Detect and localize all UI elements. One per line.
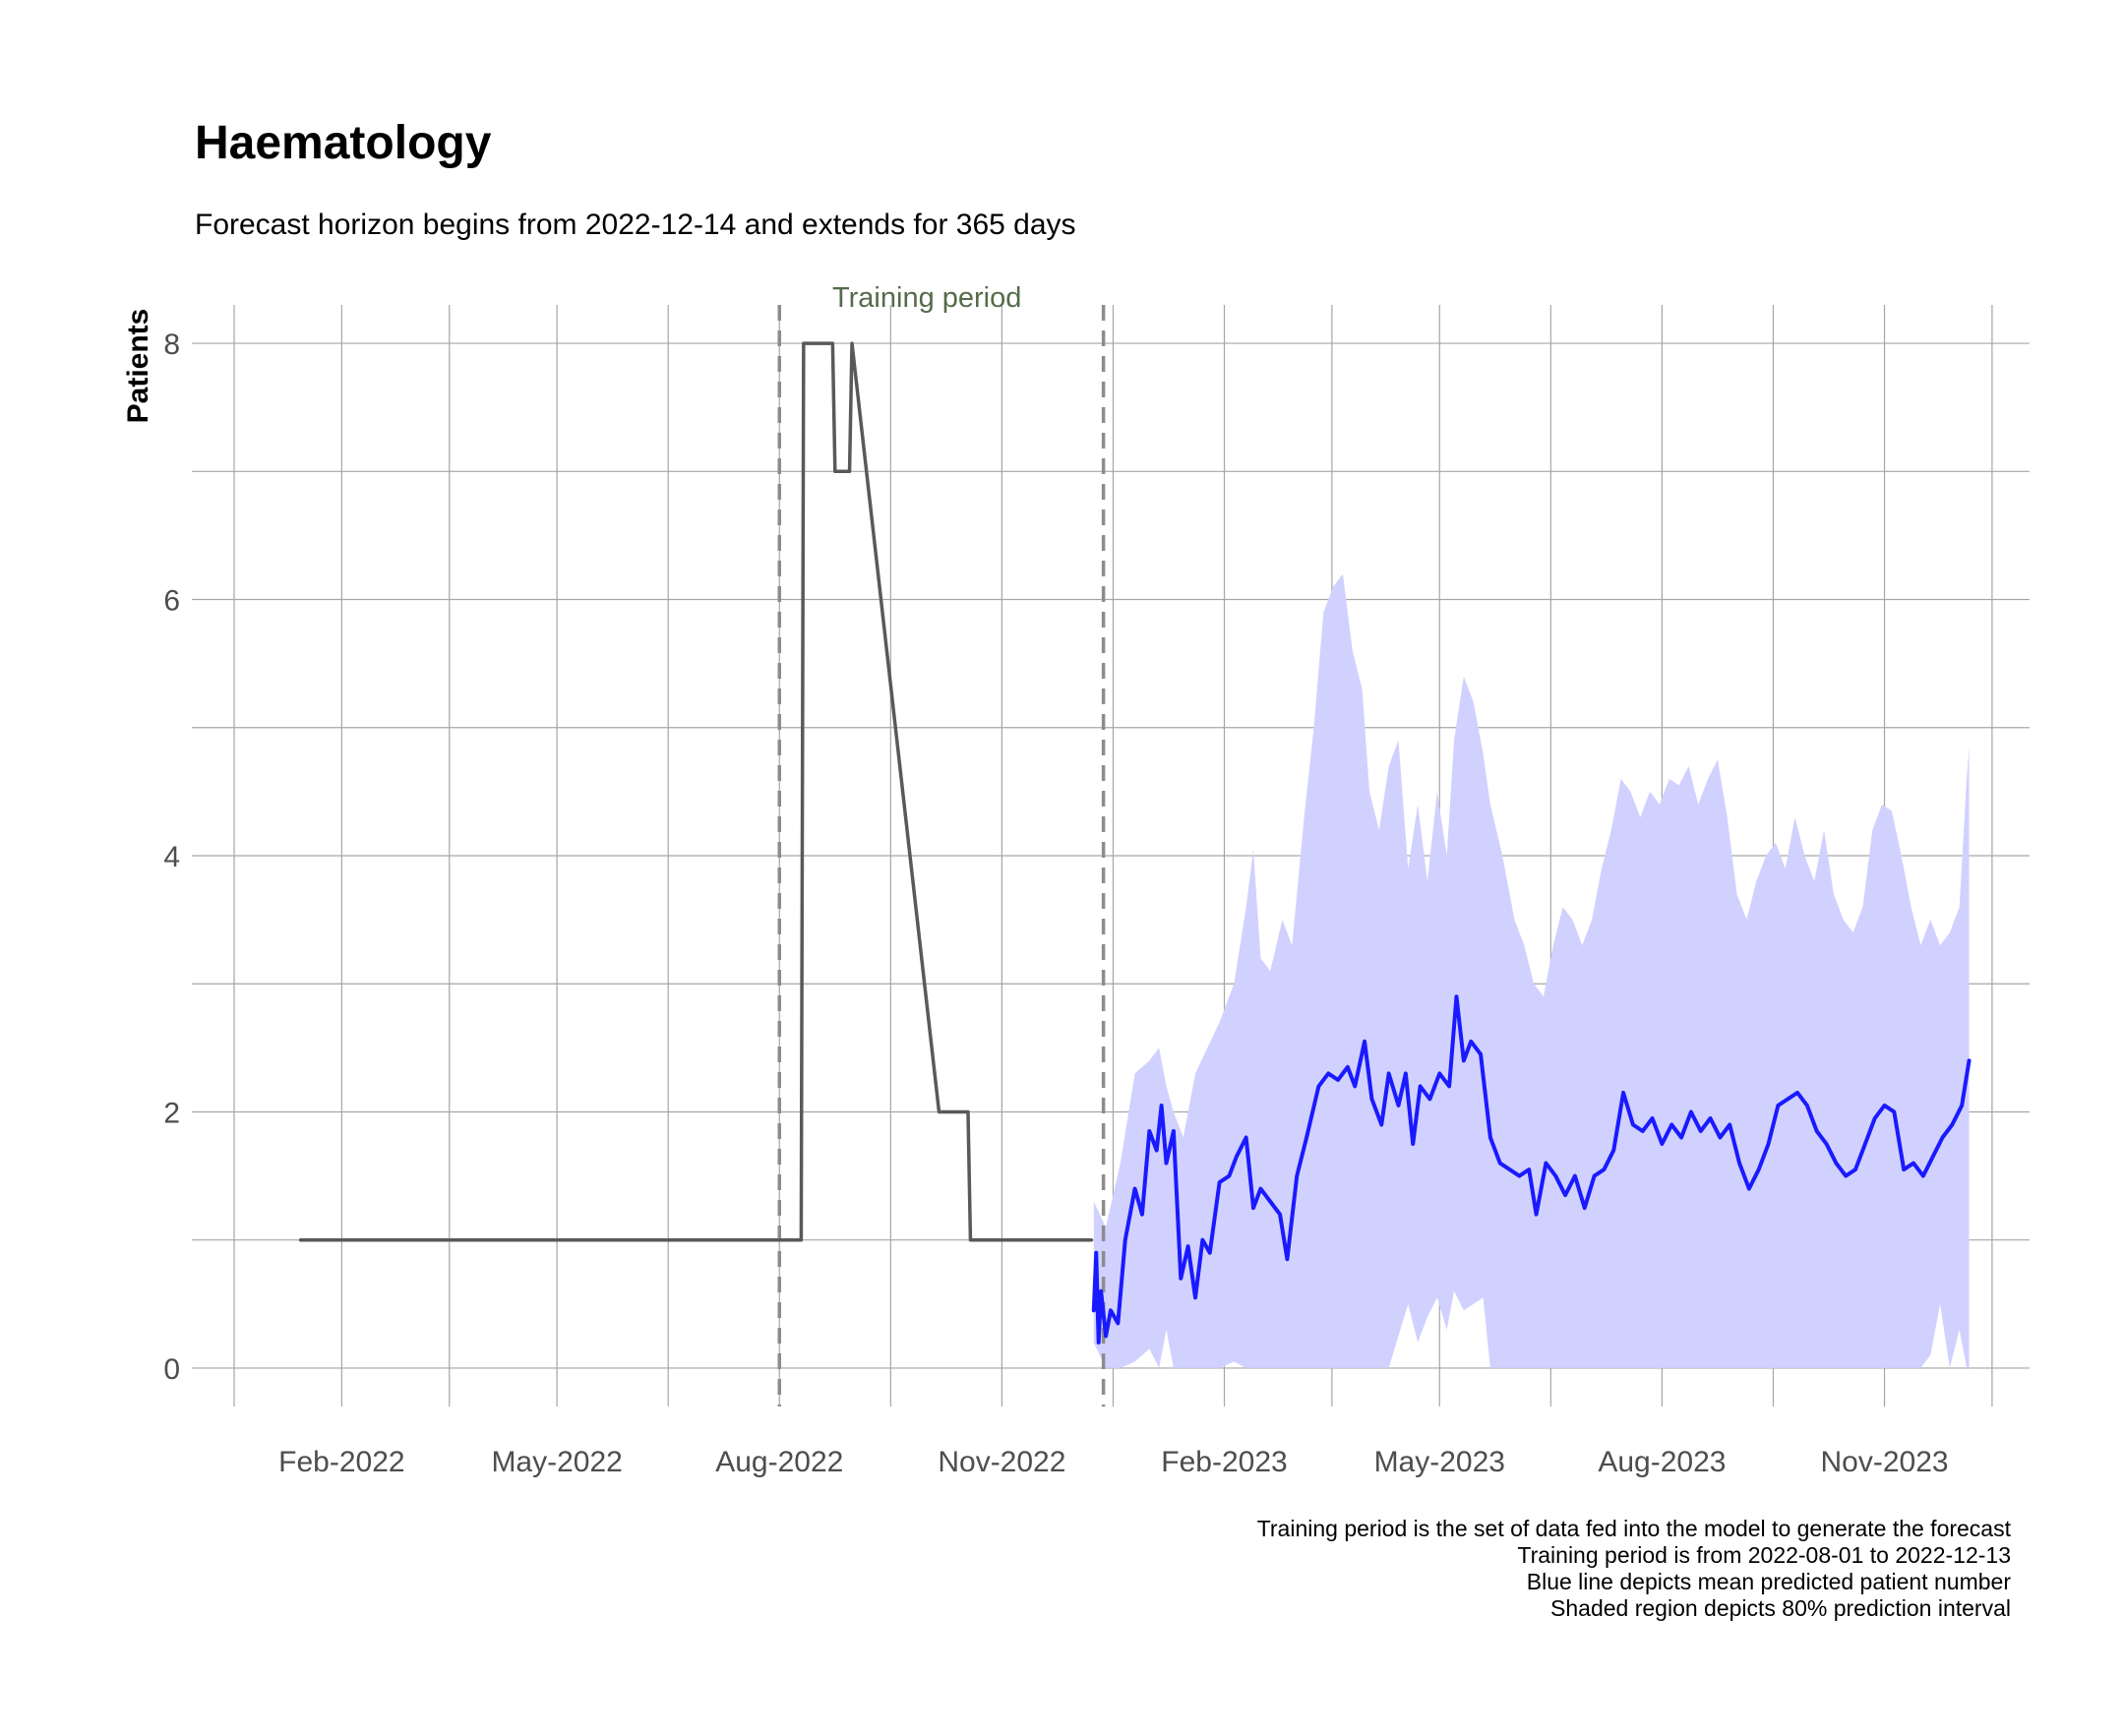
- caption-line: Blue line depicts mean predicted patient…: [1526, 1569, 2011, 1594]
- training-period-lines: [777, 305, 1106, 1407]
- prediction-interval: [1093, 573, 1970, 1368]
- y-tick-label: 4: [163, 841, 180, 873]
- training-period-annotation: Training period: [832, 282, 1021, 314]
- caption-line: Shaded region depicts 80% prediction int…: [1550, 1595, 2011, 1621]
- x-tick-label: Nov-2022: [938, 1446, 1065, 1478]
- y-tick-label: 0: [163, 1353, 180, 1386]
- observed-series-line: [298, 341, 1094, 1242]
- x-tick-label: May-2022: [491, 1446, 622, 1478]
- chart-title: Haematology: [195, 117, 492, 169]
- chart-subtitle: Forecast horizon begins from 2022-12-14 …: [195, 209, 1076, 241]
- y-tick-label: 8: [163, 329, 180, 361]
- x-axis-ticks: Feb-2022 May-2022 Aug-2022 Nov-2022 Feb-2023…: [278, 1446, 1948, 1478]
- chart-caption: Training period is the set of data fed i…: [1257, 1516, 2011, 1622]
- x-tick-label: Feb-2023: [1161, 1446, 1287, 1478]
- x-tick-label: Aug-2023: [1598, 1446, 1726, 1478]
- y-tick-label: 6: [163, 585, 180, 618]
- x-tick-label: Feb-2022: [278, 1446, 404, 1478]
- y-axis-ticks: 0 2 4 6 8: [163, 329, 180, 1386]
- x-tick-label: Nov-2023: [1820, 1446, 1948, 1478]
- caption-line: Training period is the set of data fed i…: [1256, 1516, 2011, 1541]
- x-tick-label: May-2023: [1374, 1446, 1505, 1478]
- data-series: [298, 341, 1972, 1345]
- y-axis-label: Patients: [122, 309, 154, 424]
- caption-line: Training period is from 2022-08-01 to 20…: [1517, 1542, 2011, 1568]
- y-tick-label: 2: [163, 1097, 180, 1129]
- x-tick-label: Aug-2022: [715, 1446, 843, 1478]
- forecast-mean-line: [1091, 994, 1972, 1345]
- prediction-band: [1093, 573, 1970, 1368]
